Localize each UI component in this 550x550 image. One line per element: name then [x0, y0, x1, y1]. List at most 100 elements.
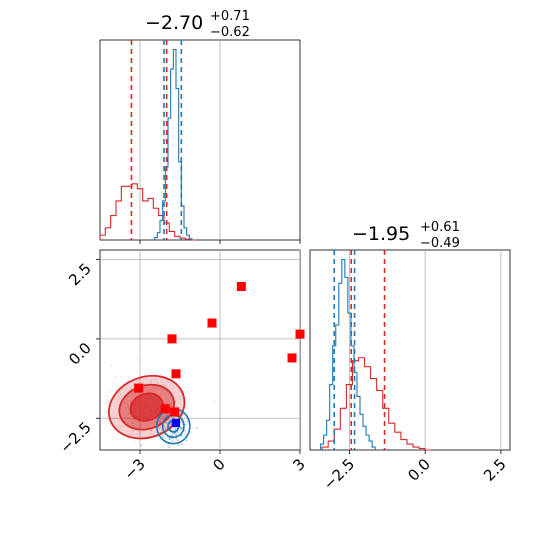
panel-bottom-right-xticks: −2.5 0.0 2.5 — [320, 450, 510, 494]
bl-blue-sample — [185, 439, 188, 442]
bl-red-sample — [136, 433, 138, 435]
panel-bottom-right: −2.5 0.0 2.5 −1.95 +0.61 −0.49 — [309, 220, 511, 494]
bl-red-sample — [176, 440, 178, 442]
bl-red-sample — [110, 364, 112, 367]
bl-blue-sample — [180, 421, 182, 423]
panel-top-left-layer — [99, 40, 301, 244]
bl-red-sample — [147, 422, 149, 425]
bl-red-sample — [113, 382, 115, 384]
br-hist-red — [321, 357, 432, 451]
bl-red-sample — [119, 393, 121, 396]
bl-blue-sample — [169, 425, 172, 427]
bl-red-sample — [126, 406, 128, 408]
bl-red-sample — [127, 417, 129, 419]
bl-red-sample — [113, 417, 115, 419]
bl-red-sample — [143, 427, 146, 429]
bl-red-sample — [158, 427, 161, 430]
marker-red-8 — [170, 407, 180, 417]
bl-blue-sample — [163, 424, 165, 427]
bl-xtick-label-1: 0 — [209, 455, 228, 474]
bl-red-sample — [134, 441, 136, 444]
bl-red-sample — [132, 430, 135, 432]
bl-red-sample — [129, 400, 132, 402]
panel-bottom-left: −3 0 3 −2.5 0.0 2.5 — [56, 249, 309, 483]
bl-red-sample — [136, 359, 139, 361]
bl-blue-sample — [180, 435, 182, 437]
bl-red-sample — [120, 404, 123, 407]
bl-red-sample — [160, 374, 162, 376]
bl-red-sample — [131, 418, 133, 420]
bl-blue-sample — [196, 426, 198, 429]
title-bottom-right-minus: −0.49 — [420, 236, 460, 251]
bl-red-sample — [131, 422, 133, 424]
bl-blue-sample — [161, 434, 164, 437]
bl-blue-sample — [175, 434, 177, 437]
bl-blue-sample — [171, 416, 173, 418]
bl-blue-sample — [184, 429, 186, 432]
bl-blue-sample — [171, 440, 174, 442]
bl-red-sample — [106, 401, 109, 403]
bl-red-sample — [124, 416, 127, 418]
bl-red-sample — [125, 402, 127, 404]
bl-red-sample — [139, 426, 141, 428]
bl-blue-sample — [180, 427, 183, 429]
bl-red-sample — [160, 415, 163, 418]
panel-top-left: −2.70 +0.71 −0.62 — [99, 9, 301, 244]
bl-xtick-label-2: 3 — [289, 455, 308, 474]
bl-red-sample — [134, 419, 137, 422]
bl-ytick-label-1: 0.0 — [65, 339, 95, 369]
marker-red-6 — [134, 383, 144, 393]
bl-blue-sample — [177, 432, 179, 434]
bl-blue-sample — [168, 438, 171, 441]
marker-red-4 — [287, 353, 297, 363]
tl-hist-red — [99, 183, 196, 241]
bl-blue-sample — [168, 446, 170, 448]
bl-blue-sample — [166, 414, 168, 417]
bl-blue-sample — [174, 427, 177, 429]
bl-red-sample — [148, 435, 150, 437]
bl-blue-sample — [186, 420, 189, 422]
bl-red-sample — [129, 414, 132, 416]
br-xtick-label-0: −2.5 — [320, 455, 358, 493]
bl-blue-sample — [173, 417, 176, 419]
marker-red-5 — [171, 369, 181, 379]
panel-bottom-left-layer — [99, 250, 305, 457]
marker-blue-0 — [172, 419, 180, 428]
br-xtick-label-2: 2.5 — [480, 455, 510, 485]
bl-red-sample — [138, 421, 140, 423]
bl-red-sample — [127, 399, 129, 402]
title-bottom-right-plus: +0.61 — [420, 220, 460, 235]
bl-blue-sample — [179, 426, 182, 428]
bl-red-sample — [177, 439, 179, 442]
bl-red-sample — [150, 380, 153, 383]
bl-red-sample — [138, 430, 140, 432]
bl-blue-sample — [168, 438, 171, 440]
marker-red-2 — [207, 318, 217, 328]
bl-red-sample — [132, 392, 134, 395]
bl-blue-sample — [174, 400, 177, 403]
bl-red-sample — [99, 456, 100, 457]
bl-blue-sample — [174, 428, 177, 431]
bl-red-sample — [188, 387, 191, 389]
bl-blue-sample — [172, 417, 175, 419]
bl-blue-sample — [157, 426, 160, 429]
marker-red-3 — [167, 334, 177, 344]
marker-red-7 — [160, 404, 170, 414]
bl-blue-sample — [167, 419, 170, 421]
bl-red-sample — [162, 414, 165, 416]
panel-bottom-left-xticks: −3 0 3 — [120, 450, 309, 483]
marker-red-0 — [236, 282, 246, 292]
bl-red-sample — [120, 425, 123, 427]
bl-contour-red-2 — [129, 392, 164, 422]
bl-blue-sample — [140, 444, 143, 447]
bl-blue-sample — [163, 436, 165, 439]
bl-red-sample — [157, 382, 159, 384]
title-top-left-minus: −0.62 — [210, 25, 250, 40]
bl-blue-sample — [180, 434, 183, 437]
bl-blue-sample — [185, 423, 187, 426]
br-hist-blue — [320, 258, 376, 450]
bl-red-sample — [148, 426, 151, 428]
bl-red-sample — [213, 400, 215, 403]
title-top-left-plus: +0.71 — [210, 9, 250, 24]
